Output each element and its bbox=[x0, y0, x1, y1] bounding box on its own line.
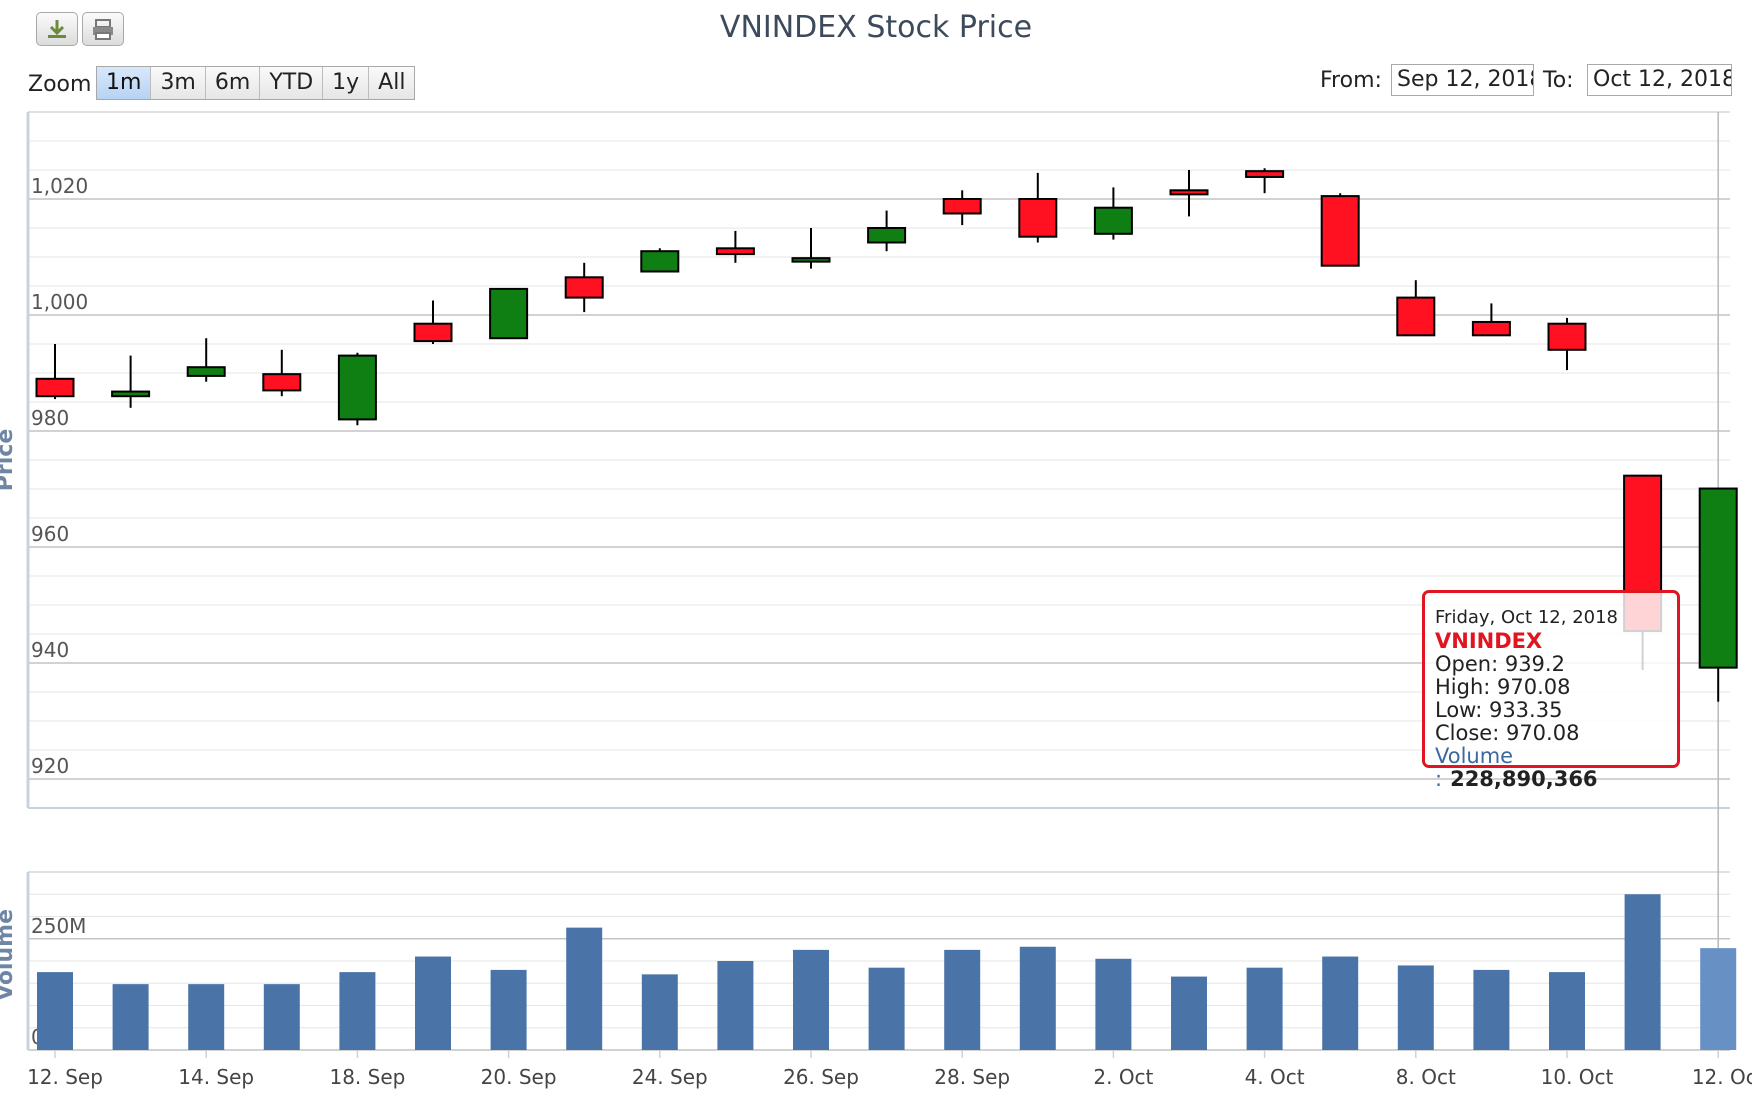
volume-bar bbox=[1246, 967, 1283, 1050]
volume-bar bbox=[641, 974, 678, 1050]
candle-body bbox=[262, 373, 302, 392]
candle-body bbox=[337, 354, 377, 421]
candle-body bbox=[942, 198, 982, 215]
volume-bar bbox=[1095, 958, 1132, 1050]
print-button[interactable] bbox=[82, 12, 124, 46]
download-button[interactable] bbox=[36, 12, 78, 46]
volume-bar bbox=[1473, 969, 1510, 1050]
chart-title: VNINDEX Stock Price bbox=[719, 10, 1033, 45]
candle-body bbox=[640, 250, 680, 273]
candle-body bbox=[1547, 322, 1587, 351]
candle-body bbox=[413, 322, 453, 343]
zoom-label: Zoom bbox=[28, 72, 92, 97]
candle-body bbox=[1396, 296, 1436, 337]
zoom-6m-button[interactable]: 6m bbox=[205, 67, 261, 99]
candle-body bbox=[1169, 189, 1209, 196]
candle-body bbox=[1245, 170, 1285, 178]
x-tick-label: 20. Sep bbox=[481, 1065, 557, 1089]
x-tick-label: 12. Sep bbox=[27, 1065, 103, 1089]
volume-bar bbox=[1700, 948, 1737, 1050]
volume-bar bbox=[263, 984, 300, 1050]
x-tick-label: 24. Sep bbox=[632, 1065, 708, 1089]
download-icon bbox=[48, 20, 66, 38]
candle-body bbox=[35, 377, 75, 398]
x-tick-label: 26. Sep bbox=[783, 1065, 859, 1089]
tooltip-low: Low: 933.35 bbox=[1435, 698, 1563, 722]
candle-body bbox=[1093, 206, 1133, 235]
zoom-1m-button[interactable]: 1m bbox=[97, 67, 152, 99]
volume-bar bbox=[1171, 976, 1207, 1050]
tooltip-date: Friday, Oct 12, 2018 bbox=[1435, 607, 1618, 628]
tooltip-volume-value: 228,890,366 bbox=[1450, 767, 1598, 791]
from-label: From: bbox=[1320, 68, 1382, 93]
x-tick-label: 2. Oct bbox=[1093, 1065, 1153, 1089]
tooltip-open: Open: 939.2 bbox=[1435, 652, 1565, 676]
zoom-buttons: 1m 3m 6m YTD 1y All bbox=[96, 66, 416, 100]
volume-bar bbox=[717, 961, 754, 1050]
candle-body bbox=[1698, 487, 1738, 669]
volume-bar bbox=[415, 956, 451, 1050]
volume-bar bbox=[1019, 946, 1056, 1050]
x-tick-label: 8. Oct bbox=[1396, 1065, 1456, 1089]
volume-bar bbox=[490, 969, 527, 1050]
tooltip-volume-label: Volume : bbox=[1435, 744, 1514, 791]
x-tick-label: 18. Sep bbox=[329, 1065, 405, 1089]
tooltip-series: VNINDEX bbox=[1435, 629, 1543, 653]
x-tick-label: 4. Oct bbox=[1245, 1065, 1305, 1089]
volume-axis-title: Volume bbox=[0, 909, 18, 1001]
x-tick-label: 10. Oct bbox=[1541, 1065, 1614, 1089]
price-tick-label: 920 bbox=[31, 754, 69, 778]
x-tick-label: 14. Sep bbox=[178, 1065, 254, 1089]
data-tooltip: Friday, Oct 12, 2018 VNINDEX Open: 939.2… bbox=[1422, 590, 1680, 791]
price-tick-label: 940 bbox=[31, 638, 69, 662]
volume-bar bbox=[944, 949, 981, 1050]
x-tick-label: 12. Oct bbox=[1692, 1065, 1752, 1089]
candle-body bbox=[489, 287, 529, 340]
volume-bar bbox=[1397, 965, 1434, 1050]
candle-body bbox=[791, 257, 831, 263]
candle-body bbox=[564, 276, 604, 299]
candle-body bbox=[111, 390, 151, 398]
price-tick-label: 980 bbox=[31, 406, 69, 430]
volume-bar bbox=[339, 972, 376, 1050]
price-axis-title: Price bbox=[0, 429, 18, 491]
candle-body bbox=[186, 366, 226, 377]
price-tick-label: 1,000 bbox=[31, 290, 88, 314]
volume-bar bbox=[1322, 956, 1359, 1050]
to-date-input[interactable]: Oct 12, 2018 bbox=[1587, 64, 1732, 96]
candle-body bbox=[867, 227, 907, 244]
candle-body bbox=[1471, 320, 1511, 337]
candle-body bbox=[1018, 198, 1058, 238]
volume-tick-label: 250M bbox=[31, 914, 86, 938]
volume-bar bbox=[1549, 972, 1585, 1050]
volume-bar bbox=[566, 927, 603, 1050]
volume-bar bbox=[868, 967, 905, 1050]
to-label: To: bbox=[1543, 68, 1574, 93]
zoom-all-button[interactable]: All bbox=[369, 67, 415, 99]
candle-body bbox=[1320, 195, 1360, 267]
price-tick-label: 1,020 bbox=[31, 174, 88, 198]
zoom-ytd-button[interactable]: YTD bbox=[260, 67, 324, 99]
zoom-1y-button[interactable]: 1y bbox=[323, 67, 370, 99]
volume-bar bbox=[37, 972, 73, 1050]
x-tick-label: 28. Sep bbox=[934, 1065, 1010, 1089]
volume-bar bbox=[793, 949, 829, 1050]
price-tick-label: 960 bbox=[31, 522, 69, 546]
from-date-input[interactable]: Sep 12, 2018 bbox=[1391, 64, 1534, 96]
candle-body bbox=[715, 247, 755, 256]
tooltip-high: High: 970.08 bbox=[1435, 675, 1571, 699]
volume-bar bbox=[1624, 894, 1661, 1050]
print-icon bbox=[93, 19, 113, 40]
volume-bar bbox=[112, 984, 149, 1050]
zoom-3m-button[interactable]: 3m bbox=[151, 67, 206, 99]
tooltip-close: Close: 970.08 bbox=[1435, 721, 1580, 745]
volume-bar bbox=[188, 984, 225, 1050]
